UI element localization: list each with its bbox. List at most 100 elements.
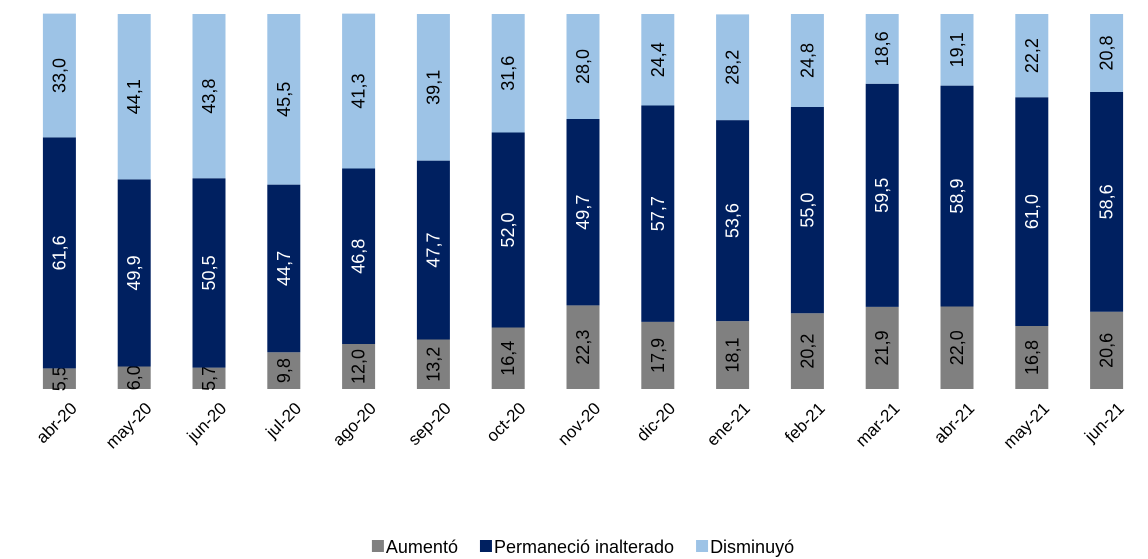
x-tick-label: mar-21 bbox=[852, 399, 904, 451]
value-label: 17,9 bbox=[648, 338, 668, 373]
bar-segment bbox=[566, 119, 600, 306]
value-label: 53,6 bbox=[723, 203, 743, 238]
value-label: 61,6 bbox=[49, 235, 69, 270]
value-label: 47,7 bbox=[423, 233, 443, 268]
bar-segment bbox=[416, 339, 450, 389]
bar-segment bbox=[267, 184, 301, 353]
value-label: 41,3 bbox=[349, 74, 369, 109]
legend-label: Permaneció inalterado bbox=[494, 537, 674, 557]
bar-segment bbox=[566, 14, 600, 119]
value-label: 6,0 bbox=[124, 365, 144, 390]
bar-segment bbox=[416, 160, 450, 340]
value-label: 45,5 bbox=[274, 82, 294, 117]
value-label: 24,8 bbox=[797, 43, 817, 78]
value-label: 22,3 bbox=[573, 330, 593, 365]
value-label: 50,5 bbox=[199, 255, 219, 290]
value-label: 19,1 bbox=[947, 32, 967, 67]
bar-segment bbox=[1015, 97, 1049, 326]
bar-segment bbox=[416, 14, 450, 161]
x-tick-label: ago-20 bbox=[329, 399, 380, 450]
value-label: 13,2 bbox=[423, 347, 443, 382]
value-label: 12,0 bbox=[349, 349, 369, 384]
bar-segment bbox=[1015, 326, 1049, 389]
value-label: 16,4 bbox=[498, 341, 518, 376]
x-tick-label: ene-21 bbox=[703, 399, 754, 450]
value-label: 31,6 bbox=[498, 56, 518, 91]
x-tick-label: abr-20 bbox=[33, 399, 81, 447]
bar-segment bbox=[192, 367, 226, 389]
bar-segment bbox=[641, 321, 675, 389]
bar-segment bbox=[641, 14, 675, 106]
value-label: 24,4 bbox=[648, 42, 668, 77]
bar-segment bbox=[865, 306, 899, 389]
x-tick-label: jun-20 bbox=[183, 399, 231, 447]
bar-segment bbox=[940, 306, 974, 389]
bar-segment bbox=[865, 14, 899, 84]
bar-segment bbox=[342, 344, 376, 389]
bar-segment bbox=[790, 14, 824, 107]
bar-segment bbox=[491, 132, 525, 328]
bar-segment bbox=[1090, 311, 1124, 389]
legend-swatch bbox=[479, 540, 492, 552]
bar-segment bbox=[716, 120, 750, 322]
x-tick-label: may-20 bbox=[102, 399, 156, 453]
bar-segment bbox=[192, 178, 226, 368]
value-label: 55,0 bbox=[797, 193, 817, 228]
value-label: 59,5 bbox=[872, 178, 892, 213]
x-tick-label: nov-20 bbox=[554, 399, 604, 449]
bar-segment bbox=[491, 327, 525, 389]
bar-segment bbox=[940, 14, 974, 86]
legend-swatch bbox=[696, 540, 709, 552]
value-label: 28,2 bbox=[723, 50, 743, 85]
bar-segment bbox=[1015, 14, 1049, 98]
legend: Aumentó Permaneció inalterado Disminuyó bbox=[371, 537, 794, 557]
value-label: 5,5 bbox=[49, 366, 69, 391]
value-label: 58,6 bbox=[1097, 184, 1117, 219]
bar-segment bbox=[342, 168, 376, 344]
value-label: 18,1 bbox=[723, 338, 743, 373]
value-label: 52,0 bbox=[498, 212, 518, 247]
bar-segment bbox=[790, 313, 824, 389]
bar-segment bbox=[42, 137, 76, 369]
bar-segment bbox=[117, 366, 151, 389]
bar-segment bbox=[865, 83, 899, 307]
value-label: 20,2 bbox=[797, 334, 817, 369]
bar-segment bbox=[267, 352, 301, 389]
x-tick-label: jun-21 bbox=[1080, 399, 1128, 447]
bar-segment bbox=[566, 305, 600, 389]
value-label: 20,8 bbox=[1097, 35, 1117, 70]
value-label: 5,7 bbox=[199, 366, 219, 391]
bar-segment bbox=[192, 14, 226, 179]
x-tick-label: may-21 bbox=[1000, 399, 1054, 453]
bar-segment bbox=[267, 14, 301, 185]
bar-segment bbox=[342, 13, 376, 169]
legend-label: Aumentó bbox=[386, 537, 458, 557]
bar-segment bbox=[117, 14, 151, 180]
x-tick-label: sep-20 bbox=[405, 399, 455, 449]
bar-segment bbox=[641, 105, 675, 322]
bar-segment bbox=[491, 14, 525, 133]
value-label: 49,9 bbox=[124, 255, 144, 290]
value-label: 18,6 bbox=[872, 31, 892, 66]
value-label: 22,0 bbox=[947, 330, 967, 365]
value-label: 33,0 bbox=[49, 58, 69, 93]
bar-segment bbox=[1090, 14, 1124, 92]
bar-segment bbox=[42, 13, 76, 138]
x-tick-label: dic-20 bbox=[633, 399, 679, 445]
value-label: 22,2 bbox=[1022, 38, 1042, 73]
bar-segment bbox=[117, 179, 151, 367]
bar-segment bbox=[790, 107, 824, 314]
value-label: 43,8 bbox=[199, 79, 219, 114]
value-label: 28,0 bbox=[573, 49, 593, 84]
bar-segment bbox=[940, 85, 974, 307]
value-label: 21,9 bbox=[872, 330, 892, 365]
value-label: 46,8 bbox=[349, 239, 369, 274]
bar-segment bbox=[716, 321, 750, 389]
legend-label: Disminuyó bbox=[710, 537, 794, 557]
x-tick-label: jul-20 bbox=[262, 399, 306, 443]
bar-segment bbox=[42, 368, 76, 389]
value-label: 61,0 bbox=[1022, 194, 1042, 229]
x-tick-label: oct-20 bbox=[483, 399, 530, 446]
value-label: 20,6 bbox=[1097, 333, 1117, 368]
